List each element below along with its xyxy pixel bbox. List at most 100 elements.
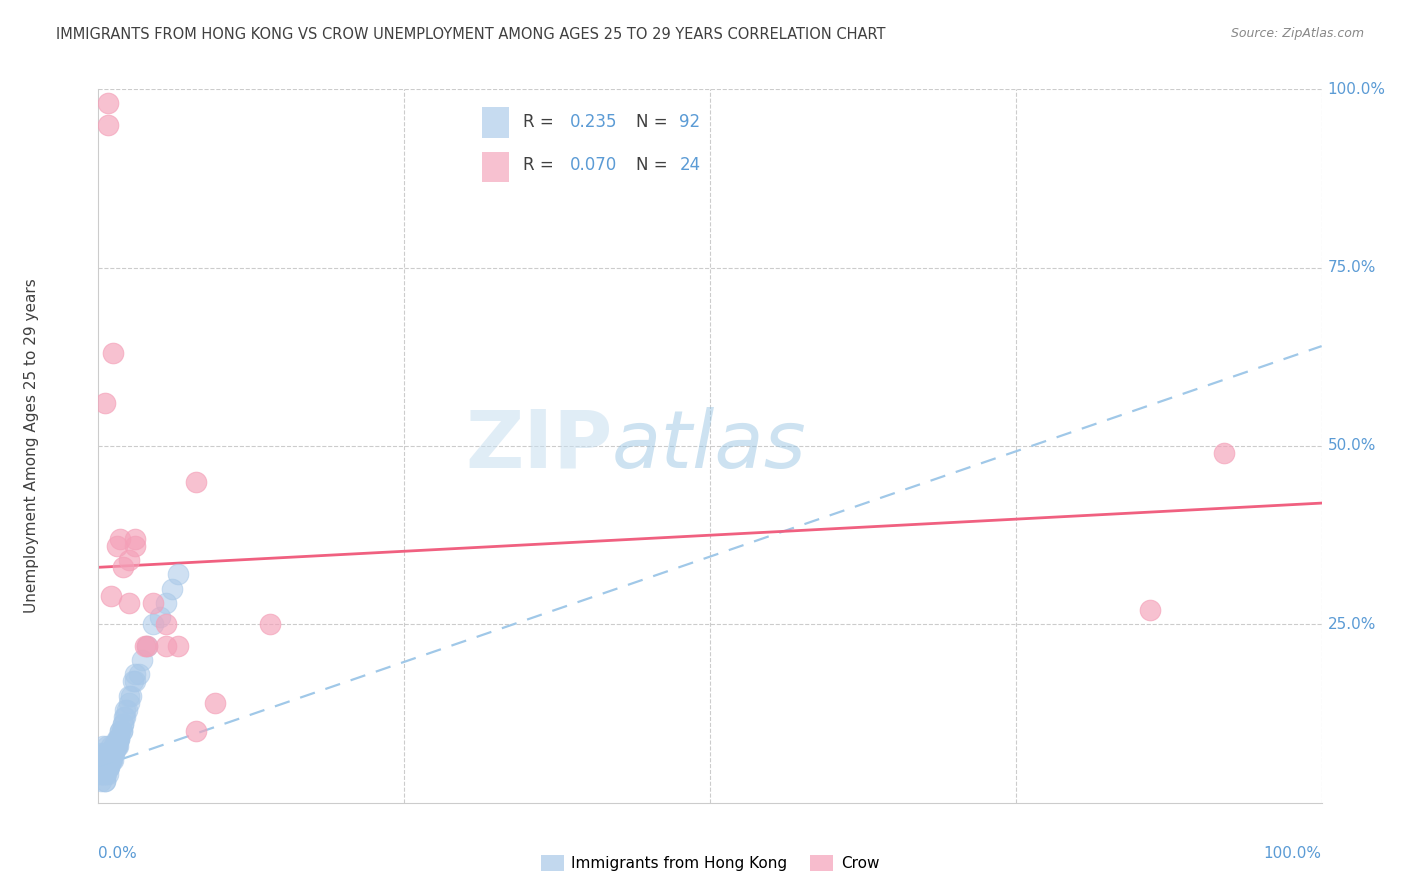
Point bbox=[101, 746, 124, 760]
Point bbox=[111, 724, 134, 739]
Point bbox=[155, 596, 177, 610]
Point bbox=[103, 739, 125, 753]
Point bbox=[97, 118, 120, 132]
Point bbox=[259, 617, 281, 632]
Point bbox=[97, 760, 120, 774]
Text: 75.0%: 75.0% bbox=[1327, 260, 1376, 275]
Point bbox=[118, 553, 141, 567]
Text: ZIP: ZIP bbox=[465, 407, 612, 485]
Point bbox=[98, 753, 121, 767]
Point bbox=[100, 739, 122, 753]
Point bbox=[94, 753, 117, 767]
Text: 92: 92 bbox=[679, 113, 700, 131]
Point bbox=[142, 617, 165, 632]
Point bbox=[100, 746, 122, 760]
Point bbox=[160, 582, 183, 596]
Point bbox=[93, 760, 115, 774]
Point bbox=[97, 753, 120, 767]
Point bbox=[97, 96, 120, 111]
Point bbox=[97, 753, 120, 767]
Point bbox=[204, 696, 226, 710]
Point bbox=[94, 746, 117, 760]
Point bbox=[131, 653, 153, 667]
Point bbox=[124, 532, 146, 546]
Text: Unemployment Among Ages 25 to 29 years: Unemployment Among Ages 25 to 29 years bbox=[24, 278, 38, 614]
Text: 25.0%: 25.0% bbox=[1327, 617, 1376, 632]
Point bbox=[91, 767, 114, 781]
Point bbox=[111, 724, 134, 739]
Text: 0.235: 0.235 bbox=[569, 113, 617, 131]
Point bbox=[98, 746, 121, 760]
Point bbox=[93, 767, 115, 781]
Point bbox=[98, 753, 121, 767]
Point bbox=[101, 746, 124, 760]
Point bbox=[96, 760, 118, 774]
Point bbox=[124, 539, 146, 553]
Text: 50.0%: 50.0% bbox=[1327, 439, 1376, 453]
Point bbox=[91, 760, 114, 774]
Point bbox=[91, 760, 114, 774]
Text: Source: ZipAtlas.com: Source: ZipAtlas.com bbox=[1230, 27, 1364, 40]
Point bbox=[104, 739, 127, 753]
Point bbox=[96, 739, 118, 753]
Point bbox=[90, 746, 112, 760]
Point bbox=[101, 753, 124, 767]
Point bbox=[93, 760, 115, 774]
Point bbox=[93, 396, 115, 410]
Point bbox=[97, 760, 120, 774]
Point bbox=[107, 731, 129, 746]
Point bbox=[167, 567, 190, 582]
Point bbox=[186, 724, 208, 739]
Text: R =: R = bbox=[523, 156, 560, 174]
Point bbox=[98, 760, 121, 774]
FancyBboxPatch shape bbox=[482, 108, 509, 138]
Point bbox=[101, 746, 124, 760]
Point bbox=[136, 639, 159, 653]
Point bbox=[98, 760, 121, 774]
Point bbox=[96, 746, 118, 760]
Point bbox=[110, 724, 132, 739]
Point bbox=[96, 746, 118, 760]
Point bbox=[103, 746, 125, 760]
Point bbox=[90, 774, 112, 789]
Point bbox=[91, 767, 114, 781]
Text: IMMIGRANTS FROM HONG KONG VS CROW UNEMPLOYMENT AMONG AGES 25 TO 29 YEARS CORRELA: IMMIGRANTS FROM HONG KONG VS CROW UNEMPL… bbox=[56, 27, 886, 42]
Point bbox=[124, 667, 146, 681]
Text: 0.070: 0.070 bbox=[569, 156, 617, 174]
Point bbox=[115, 703, 138, 717]
Point bbox=[93, 753, 115, 767]
Point bbox=[91, 760, 114, 774]
Text: N =: N = bbox=[636, 156, 672, 174]
Point bbox=[97, 767, 120, 781]
Point bbox=[105, 731, 128, 746]
Point bbox=[104, 739, 127, 753]
Point bbox=[1212, 446, 1234, 460]
Point bbox=[96, 760, 118, 774]
Point bbox=[107, 731, 129, 746]
Point bbox=[94, 760, 117, 774]
Point bbox=[114, 710, 136, 724]
Point bbox=[107, 739, 129, 753]
Point bbox=[121, 674, 143, 689]
Text: 100.0%: 100.0% bbox=[1264, 846, 1322, 861]
Legend: Immigrants from Hong Kong, Crow: Immigrants from Hong Kong, Crow bbox=[534, 849, 886, 877]
Point bbox=[101, 753, 124, 767]
Point bbox=[118, 696, 141, 710]
Point bbox=[103, 746, 125, 760]
Text: 24: 24 bbox=[679, 156, 700, 174]
Point bbox=[111, 717, 134, 731]
Point bbox=[149, 610, 172, 624]
Point bbox=[155, 639, 177, 653]
Text: N =: N = bbox=[636, 113, 672, 131]
Text: R =: R = bbox=[523, 113, 560, 131]
Point bbox=[94, 767, 117, 781]
Point bbox=[128, 667, 150, 681]
Point bbox=[111, 717, 134, 731]
Point bbox=[100, 753, 122, 767]
Point bbox=[100, 753, 122, 767]
Point bbox=[114, 703, 136, 717]
FancyBboxPatch shape bbox=[482, 152, 509, 183]
Point bbox=[105, 539, 128, 553]
Point bbox=[91, 753, 114, 767]
Text: atlas: atlas bbox=[612, 407, 807, 485]
